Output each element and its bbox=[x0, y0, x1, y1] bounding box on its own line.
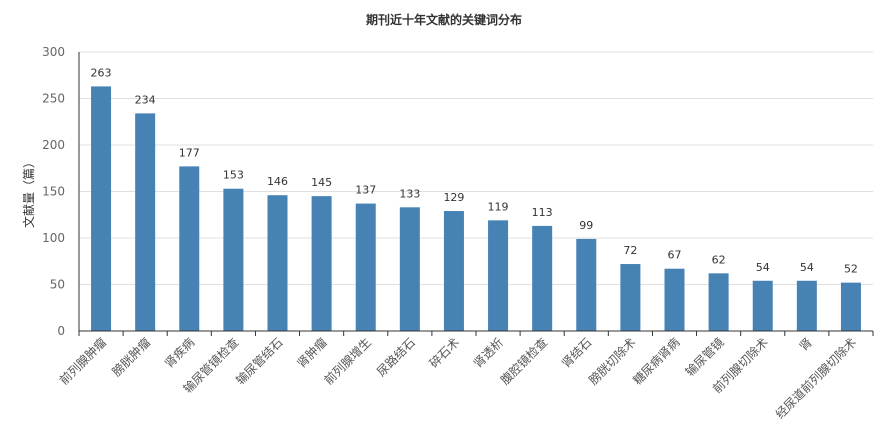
bar bbox=[796, 280, 817, 331]
x-category-label: 输尿管结石 bbox=[233, 335, 286, 388]
data-label: 54 bbox=[800, 261, 814, 274]
data-label: 234 bbox=[135, 93, 156, 106]
x-category-label: 前列腺肿瘤 bbox=[56, 335, 109, 388]
data-label: 67 bbox=[668, 249, 682, 262]
bar bbox=[840, 282, 861, 331]
data-labels: 263 234 177 153 146 145 137 133 129 119 113 99 72 67 6… bbox=[91, 66, 858, 275]
x-category-label: 肾肿瘤 bbox=[294, 335, 330, 371]
data-label: 129 bbox=[443, 191, 464, 204]
data-label: 137 bbox=[355, 184, 376, 197]
y-axis-ticks: 0 50 100 150 200 250 300 bbox=[42, 45, 65, 338]
data-label: 52 bbox=[844, 263, 858, 276]
data-label: 54 bbox=[756, 261, 770, 274]
data-label: 99 bbox=[579, 219, 593, 232]
gridlines bbox=[79, 51, 873, 332]
x-category-label: 碎石术 bbox=[426, 335, 462, 371]
data-label: 263 bbox=[91, 66, 112, 79]
y-tick-label: 50 bbox=[50, 278, 65, 292]
data-label: 72 bbox=[623, 244, 637, 257]
data-label: 153 bbox=[223, 169, 244, 182]
bar bbox=[752, 280, 773, 331]
y-tick-label: 100 bbox=[42, 231, 65, 245]
x-category-label: 腹腔镜检查 bbox=[497, 335, 550, 388]
bar bbox=[267, 195, 288, 331]
bar bbox=[311, 196, 332, 331]
bar bbox=[664, 268, 685, 331]
bar bbox=[576, 238, 597, 331]
y-tick-label: 250 bbox=[42, 92, 65, 106]
x-category-label: 肾疾病 bbox=[161, 335, 197, 371]
y-tick-label: 200 bbox=[42, 138, 65, 152]
x-category-label: 肾 bbox=[797, 335, 815, 353]
data-label: 133 bbox=[399, 187, 420, 200]
data-label: 177 bbox=[179, 146, 200, 159]
bar bbox=[355, 203, 376, 331]
data-label: 145 bbox=[311, 176, 332, 189]
bar bbox=[399, 207, 420, 331]
bar bbox=[443, 211, 464, 331]
data-label: 113 bbox=[532, 206, 553, 219]
y-tick-label: 0 bbox=[57, 324, 65, 338]
x-category-label: 膀胱切除术 bbox=[585, 335, 638, 388]
data-label: 62 bbox=[712, 253, 726, 266]
data-label: 119 bbox=[488, 200, 509, 213]
data-label: 146 bbox=[267, 175, 288, 188]
x-axis bbox=[78, 52, 874, 336]
x-category-label: 肾结石 bbox=[559, 335, 594, 370]
bar bbox=[488, 220, 509, 331]
bar bbox=[620, 264, 641, 331]
y-tick-label: 150 bbox=[42, 185, 65, 199]
chart-title: 期刊近十年文献的关键词分布 bbox=[366, 12, 522, 27]
bar bbox=[532, 225, 553, 331]
x-category-label: 肾透析 bbox=[471, 335, 506, 370]
y-axis-label: 文献量（篇） bbox=[21, 156, 36, 228]
bar bbox=[179, 166, 200, 331]
bar bbox=[708, 273, 729, 331]
x-category-label: 前列腺增生 bbox=[321, 335, 374, 388]
bar bbox=[135, 113, 156, 331]
bars bbox=[91, 86, 861, 331]
x-category-label: 尿路结石 bbox=[373, 335, 418, 380]
y-tick-label: 300 bbox=[42, 45, 65, 59]
x-category-label: 糖尿病肾病 bbox=[630, 335, 683, 388]
bar bbox=[91, 86, 112, 331]
x-category-label: 经尿道前列腺切除术 bbox=[772, 335, 859, 422]
x-category-label: 膀胱肿瘤 bbox=[109, 335, 154, 380]
bar bbox=[223, 188, 244, 331]
x-category-label: 输尿管镜 bbox=[682, 335, 727, 380]
